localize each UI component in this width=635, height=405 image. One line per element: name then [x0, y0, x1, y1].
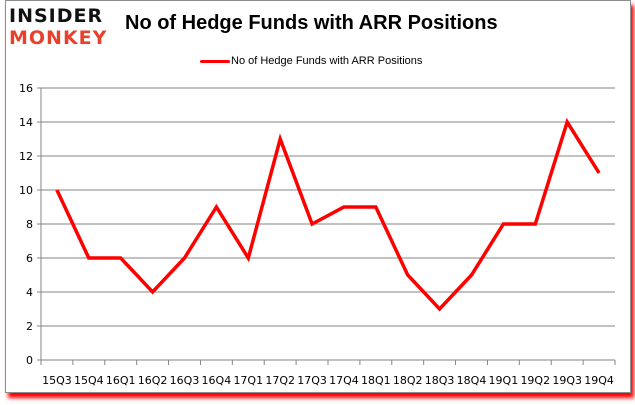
chart-title: No of Hedge Funds with ARR Positions — [125, 12, 498, 34]
chart-frame — [5, 0, 631, 393]
y-tick-label: 10 — [19, 184, 33, 197]
x-tick-label: 16Q4 — [202, 374, 232, 387]
y-tick-label: 2 — [26, 320, 33, 333]
chart-legend: No of Hedge Funds with ARR Positions — [200, 55, 422, 67]
x-tick-label: 17Q2 — [265, 374, 295, 387]
x-tick-label: 18Q2 — [393, 374, 423, 387]
x-tick-label: 17Q4 — [329, 374, 359, 387]
x-tick-label: 17Q1 — [233, 374, 263, 387]
y-tick-label: 8 — [26, 218, 33, 231]
x-tick-label: 18Q4 — [457, 374, 487, 387]
x-tick-label: 15Q4 — [74, 374, 104, 387]
x-tick-label: 16Q2 — [138, 374, 168, 387]
insider-monkey-logo: INSIDER MONKEY — [9, 6, 117, 50]
legend-line-swatch-icon — [200, 59, 230, 63]
y-tick-label: 14 — [19, 116, 33, 129]
x-tick-label: 15Q3 — [42, 374, 72, 387]
x-tick-label: 18Q3 — [425, 374, 455, 387]
series-line — [55, 117, 601, 312]
y-tick-label: 6 — [26, 252, 33, 265]
x-tick-label: 18Q1 — [361, 374, 391, 387]
legend-label: No of Hedge Funds with ARR Positions — [231, 55, 423, 67]
x-tick-label: 19Q4 — [584, 374, 614, 387]
y-tick-label: 16 — [19, 82, 33, 95]
x-tick-label: 17Q3 — [297, 374, 327, 387]
logo-line-2: MONKEY — [9, 27, 108, 49]
x-tick-label: 19Q2 — [520, 374, 550, 387]
x-tick-label: 16Q3 — [170, 374, 200, 387]
y-tick-label: 12 — [19, 150, 33, 163]
y-tick-label: 4 — [26, 286, 33, 299]
logo-line-1: INSIDER — [9, 5, 104, 27]
y-tick-label: 0 — [26, 354, 33, 367]
x-tick-label: 16Q1 — [106, 374, 136, 387]
y-axis: 0 2 4 6 8 10 12 14 16 — [19, 82, 42, 367]
x-tick-label: 19Q3 — [552, 374, 582, 387]
gridlines — [37, 87, 615, 361]
x-axis: 15Q3 15Q4 16Q1 16Q2 16Q3 16Q4 17Q1 17Q2 17Q3 17Q4… — [40, 360, 616, 387]
x-tick-label: 19Q1 — [489, 374, 519, 387]
